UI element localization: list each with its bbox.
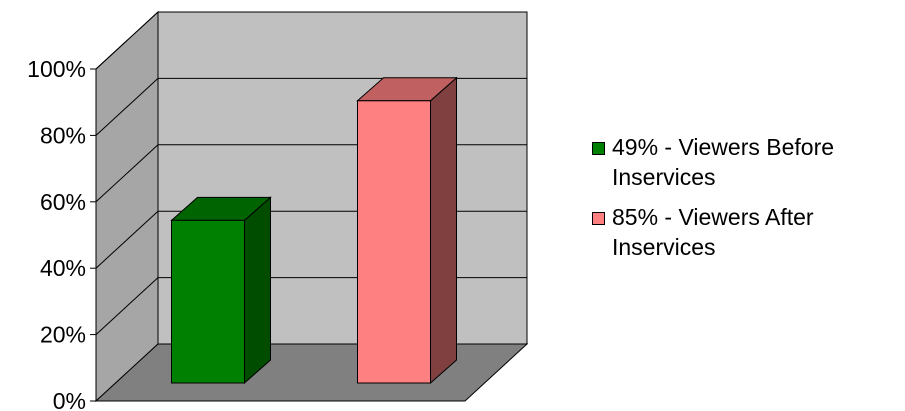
- legend-item-before: 49% - Viewers Before Inservices: [590, 132, 890, 192]
- bar-2: [356, 76, 458, 385]
- y-tick-label: 40%: [40, 255, 86, 281]
- legend-item-after: 85% - Viewers After Inservices: [590, 202, 890, 262]
- gridline-side: [95, 11, 159, 70]
- bar-side: [244, 196, 271, 385]
- bars: [170, 76, 458, 385]
- legend-label-before: 49% - Viewers Before Inservices: [612, 134, 835, 190]
- chart-walls: [94, 10, 529, 403]
- legend: 49% - Viewers Before Inservices 85% - Vi…: [590, 132, 890, 272]
- bar-side: [430, 76, 457, 385]
- gridline-side: [95, 210, 159, 269]
- y-tick-label: 60%: [40, 189, 86, 215]
- gridline-side: [95, 78, 159, 136]
- y-tick-label: 0%: [53, 388, 86, 411]
- bar-1: [170, 196, 272, 385]
- y-tick-label: 100%: [27, 56, 86, 82]
- legend-label-after: 85% - Viewers After Inservices: [612, 204, 814, 260]
- legend-swatch-after: [592, 212, 605, 225]
- legend-swatch-before: [592, 142, 605, 155]
- bar-front: [357, 100, 431, 384]
- bar-front: [171, 219, 245, 384]
- y-axis: 0% 20% 40% 60% 80% 100%: [27, 56, 97, 411]
- gridline-side: [95, 144, 159, 203]
- y-tick-label: 80%: [40, 122, 86, 148]
- floor: [94, 343, 529, 402]
- y-tick-label: 20%: [40, 322, 86, 348]
- side-wall: [95, 10, 159, 403]
- gridline-side: [95, 277, 159, 335]
